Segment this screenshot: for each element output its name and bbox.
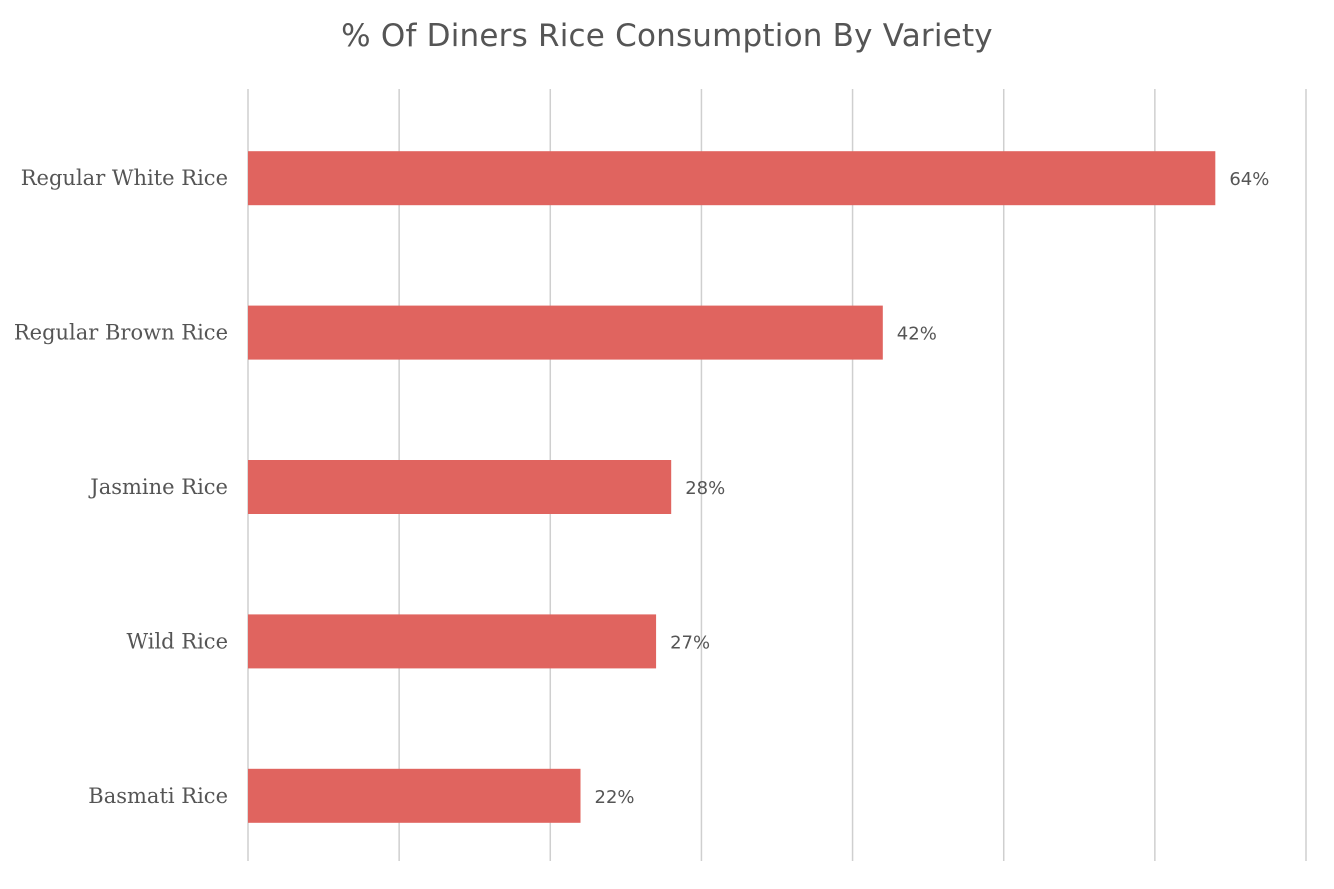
category-label: Wild Rice (127, 629, 228, 653)
data-label: 22% (595, 787, 635, 808)
category-label: Regular Brown Rice (14, 321, 228, 345)
category-label: Basmati Rice (88, 784, 228, 808)
data-label: 64% (1229, 169, 1269, 190)
bar-jasmine-rice (248, 460, 672, 514)
data-label: 42% (897, 324, 937, 345)
labels: Regular White Rice 64% Regular Brown Rice 4… (14, 166, 1270, 808)
category-label: Regular White Rice (21, 166, 228, 190)
data-label: 28% (685, 478, 725, 499)
category-label: Jasmine Rice (88, 475, 228, 499)
bar-wild-rice (248, 614, 657, 669)
bars (248, 151, 1216, 823)
data-label: 27% (670, 632, 710, 653)
bar-regular-white-rice (248, 151, 1216, 206)
chart-title: % Of Diners Rice Consumption By Variety (341, 18, 993, 54)
bar-regular-brown-rice (248, 305, 883, 360)
bar-basmati-rice (248, 768, 581, 823)
